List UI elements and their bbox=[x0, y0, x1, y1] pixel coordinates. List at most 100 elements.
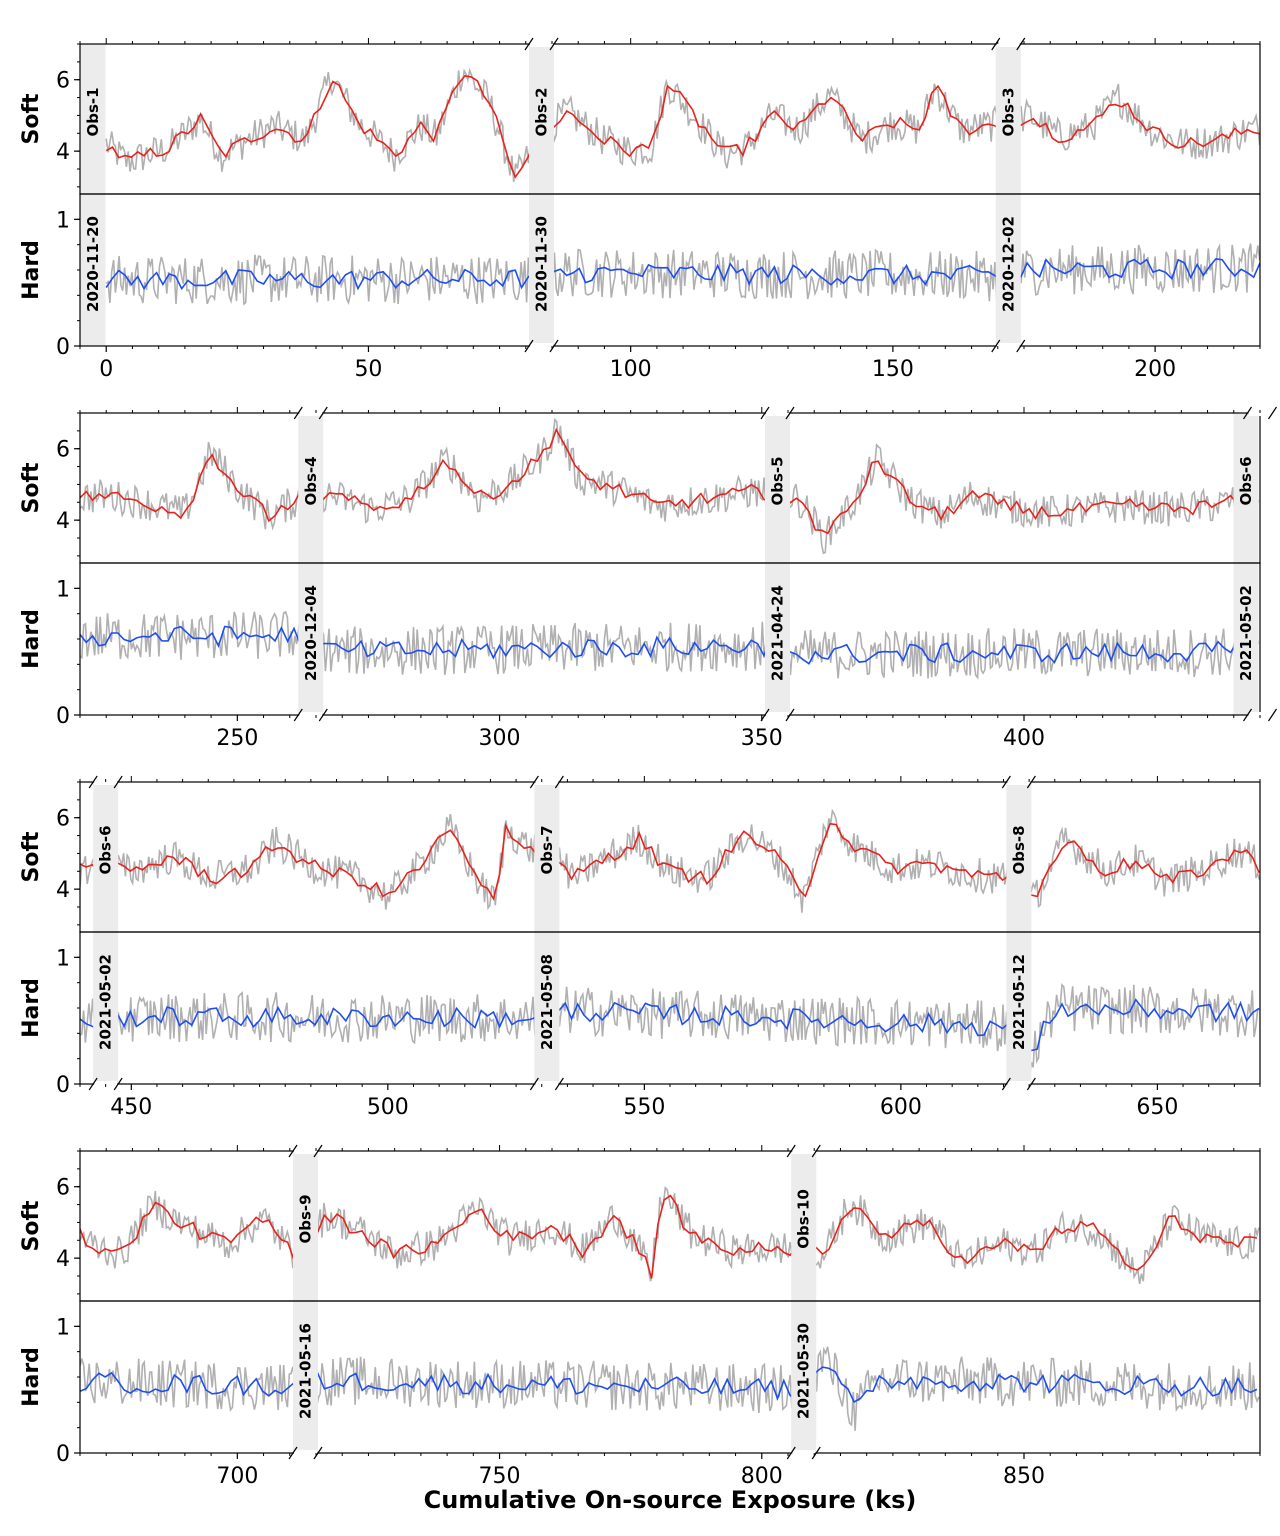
axis-break-mark bbox=[529, 1077, 539, 1091]
hard-y-tick-label: 0 bbox=[56, 1073, 70, 1098]
hard-y-tick-label: 1 bbox=[56, 577, 70, 602]
observation-date: 2021-04-24 bbox=[769, 585, 787, 681]
observation-label: Obs-7 bbox=[538, 825, 556, 874]
x-tick-label: 50 bbox=[354, 357, 382, 382]
axis-break-mark bbox=[549, 37, 559, 51]
observation-label: Obs-3 bbox=[999, 87, 1017, 136]
axis-break-mark bbox=[288, 1446, 298, 1460]
hard-series-line bbox=[541, 262, 1008, 286]
axis-break-mark bbox=[524, 37, 534, 51]
observation-gap bbox=[765, 413, 791, 715]
x-axis-label: Cumulative On-source Exposure (ks) bbox=[424, 1486, 917, 1514]
hard-y-tick-label: 1 bbox=[56, 208, 70, 233]
soft-y-tick-label: 4 bbox=[56, 140, 70, 165]
axis-break-mark bbox=[554, 775, 564, 789]
x-tick-label: 350 bbox=[741, 726, 783, 751]
hard-y-label: Hard bbox=[19, 240, 44, 300]
observation-date: 2020-12-02 bbox=[999, 216, 1017, 312]
observation-gap bbox=[529, 44, 555, 346]
hard-raw-line bbox=[546, 986, 1019, 1052]
hard-series-line bbox=[80, 625, 308, 649]
soft-y-tick-label: 6 bbox=[56, 1176, 70, 1201]
axis-break-mark bbox=[318, 406, 328, 420]
axis-break-mark bbox=[88, 1077, 98, 1091]
soft-y-tick-label: 4 bbox=[56, 1247, 70, 1272]
soft-y-tick-label: 6 bbox=[56, 438, 70, 463]
observation-label: Obs-4 bbox=[302, 456, 320, 505]
hard-raw-line bbox=[310, 612, 778, 676]
soft-series-line bbox=[546, 822, 1016, 898]
plot-area bbox=[80, 1151, 1260, 1453]
hard-raw-line bbox=[304, 1356, 804, 1413]
axis-break-mark bbox=[1001, 775, 1011, 789]
axis-break-mark bbox=[88, 775, 98, 789]
hard-series-line bbox=[304, 1371, 804, 1401]
axis-break-mark bbox=[785, 708, 795, 722]
soft-raw-line bbox=[80, 1190, 305, 1272]
hard-series-line bbox=[802, 1366, 1258, 1404]
axis-break-mark bbox=[529, 775, 539, 789]
observation-gap bbox=[298, 413, 324, 715]
observation-date: 2021-05-02 bbox=[1237, 585, 1255, 681]
axis-break bbox=[996, 343, 1020, 349]
axis-break-mark bbox=[554, 1077, 564, 1091]
x-tick-label: 200 bbox=[1134, 357, 1176, 382]
axis-break bbox=[766, 410, 790, 416]
axis-break-mark bbox=[811, 1446, 821, 1460]
observation-label: Obs-2 bbox=[533, 87, 551, 136]
hard-y-tick-label: 1 bbox=[56, 946, 70, 971]
x-tick-label: 450 bbox=[110, 1095, 152, 1120]
observation-gap bbox=[93, 782, 119, 1084]
axis-break-mark bbox=[786, 1446, 796, 1460]
hard-y-label: Hard bbox=[19, 978, 44, 1038]
soft-raw-line bbox=[1007, 83, 1260, 160]
hard-raw-line bbox=[1018, 983, 1260, 1080]
soft-series-line bbox=[1018, 840, 1260, 898]
axis-break-mark bbox=[1268, 406, 1277, 420]
observation-label: Obs-8 bbox=[1010, 825, 1028, 874]
axis-break-mark bbox=[786, 1144, 796, 1158]
soft-series-line bbox=[803, 1207, 1258, 1271]
observation-gap bbox=[534, 782, 560, 1084]
observation-date: 2020-11-20 bbox=[84, 216, 102, 312]
x-tick-label: 700 bbox=[216, 1464, 258, 1489]
axis-break bbox=[766, 712, 790, 718]
observation-gap bbox=[1233, 413, 1259, 715]
axis-break bbox=[792, 1450, 816, 1456]
plot-area bbox=[80, 782, 1260, 1084]
axis-break-mark bbox=[113, 1077, 123, 1091]
axis-break-mark bbox=[288, 1144, 298, 1158]
hard-series-line bbox=[310, 628, 778, 660]
hard-y-label: Hard bbox=[19, 609, 44, 669]
hard-raw-line bbox=[1007, 243, 1260, 296]
observation-date: 2021-05-02 bbox=[97, 954, 115, 1050]
soft-y-label: Soft bbox=[19, 1200, 44, 1252]
observation-label: Obs-9 bbox=[297, 1194, 315, 1243]
hard-raw-line bbox=[104, 991, 547, 1045]
panel-row-4: Obs-9 2021-05-16 Obs-10 2021-05-30 4 6 0 1 Soft H… bbox=[19, 1144, 1261, 1489]
x-tick-label: 750 bbox=[479, 1464, 521, 1489]
observation-gap bbox=[1006, 782, 1032, 1084]
axis-break-mark bbox=[313, 1446, 323, 1460]
axis-break-mark bbox=[549, 339, 559, 353]
hard-raw-line bbox=[105, 254, 542, 306]
x-tick-label: 600 bbox=[880, 1095, 922, 1120]
hard-y-tick-label: 0 bbox=[56, 1442, 70, 1467]
observation-label: Obs-10 bbox=[795, 1189, 813, 1249]
observation-gap bbox=[80, 44, 106, 346]
soft-series-line bbox=[105, 822, 544, 901]
x-tick-label: 150 bbox=[872, 357, 914, 382]
soft-raw-line bbox=[105, 67, 542, 183]
axis-break-mark bbox=[1243, 708, 1252, 722]
x-tick-label: 100 bbox=[610, 357, 652, 382]
observation-gap bbox=[791, 1151, 817, 1453]
axis-break-mark bbox=[991, 339, 1001, 353]
soft-series-line bbox=[80, 453, 307, 523]
soft-raw-line bbox=[777, 443, 1260, 555]
soft-y-label: Soft bbox=[19, 831, 44, 883]
axis-break-mark bbox=[991, 37, 1001, 51]
observation-date: 2021-05-12 bbox=[1010, 954, 1028, 1050]
hard-raw-line bbox=[540, 248, 1009, 302]
axis-break bbox=[299, 712, 323, 718]
axis-break-mark bbox=[1026, 775, 1036, 789]
